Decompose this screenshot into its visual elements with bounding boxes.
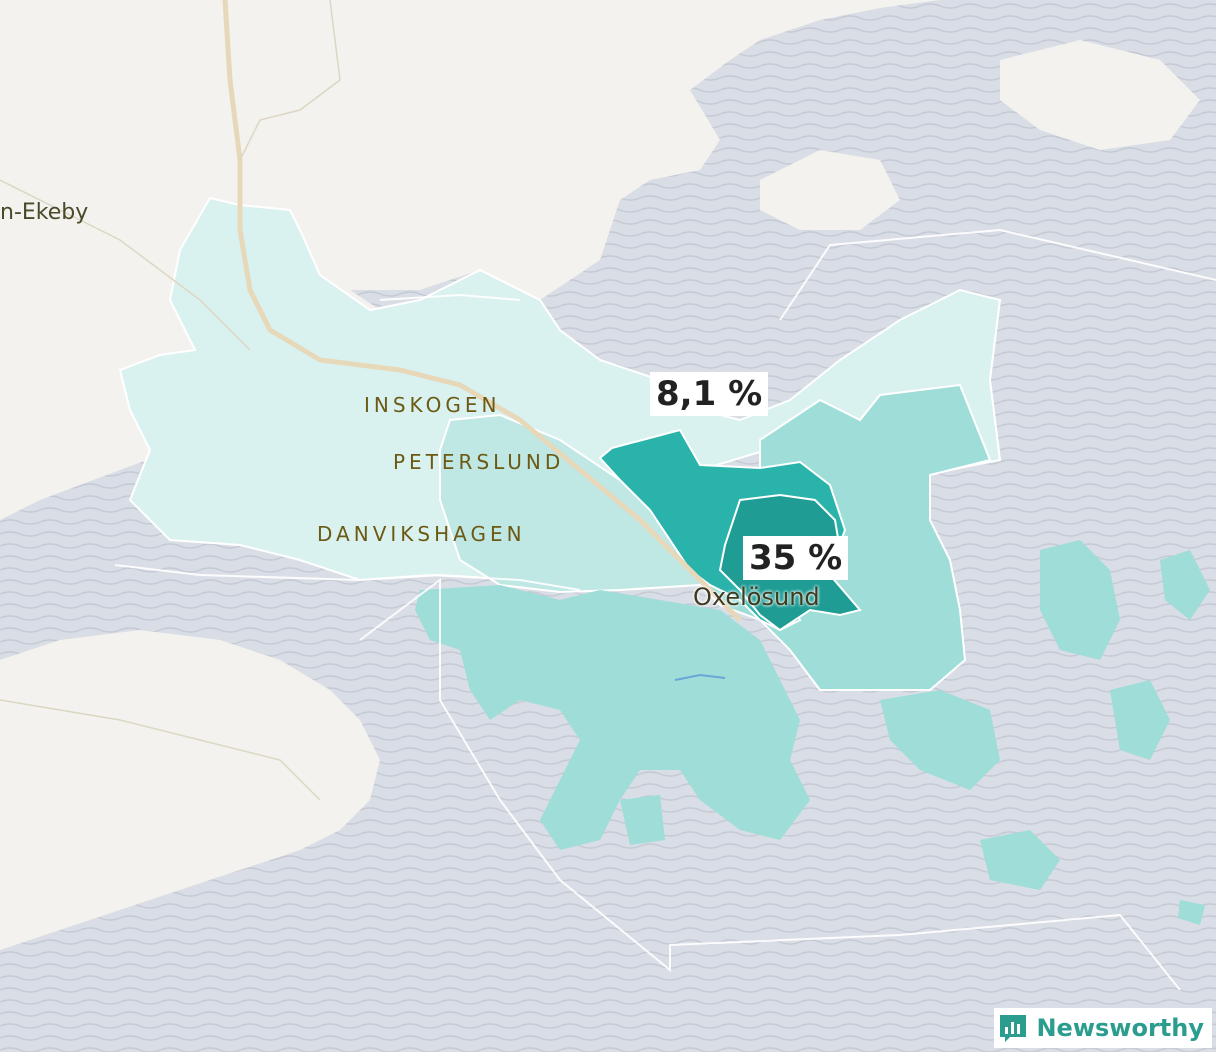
boundary-south (359, 578, 1181, 991)
island-small-3 (1160, 550, 1210, 620)
boundary-east (779, 228, 1216, 321)
place-label-ekeby: n-Ekeby (0, 200, 89, 225)
river (674, 673, 726, 681)
island-cluster-east (1040, 540, 1120, 660)
brand-logo[interactable]: Newsworthy (994, 1008, 1212, 1048)
island-small-1 (980, 830, 1060, 890)
island-northeast (1000, 40, 1200, 150)
sea-north (350, 0, 1216, 520)
island-small-5 (620, 795, 665, 845)
place-label-danvikshagen: DANVIKSHAGEN (317, 522, 526, 546)
regions-layer (118, 196, 1210, 925)
land-south-west (0, 630, 380, 950)
region-light (439, 413, 722, 594)
island-cluster-southeast (880, 690, 1000, 790)
boundary-outer (114, 564, 581, 591)
boundaries-layer (114, 228, 1216, 991)
main-road (222, 0, 742, 622)
bar-chart-icon (1000, 1015, 1027, 1042)
road-north (239, 0, 341, 161)
region-mid-south (415, 585, 810, 850)
place-label-oxelosund: Oxelösund (693, 583, 820, 611)
value-label-center-region: 35 % (743, 536, 849, 580)
road-south-west (0, 699, 321, 801)
boundary-north-west (379, 293, 521, 301)
place-label-inskogen: INSKOGEN (364, 393, 501, 417)
place-label-peterslund: PETERSLUND (393, 450, 565, 474)
roads-layer (0, 0, 742, 801)
island-north (760, 150, 900, 230)
island-small-2 (1110, 680, 1170, 760)
island-small-4 (1178, 900, 1205, 925)
brand-name: Newsworthy (1036, 1014, 1204, 1042)
value-label-west-region: 8,1 % (650, 372, 769, 416)
road-west (0, 179, 251, 351)
